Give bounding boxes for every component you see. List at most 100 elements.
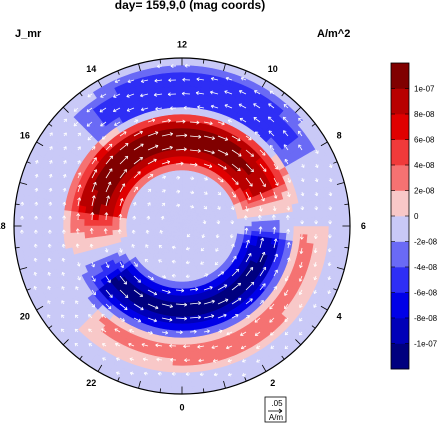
field-cell [104,220,113,227]
field-cell [320,206,330,218]
mlt-tick [159,388,162,393]
colorbar-segment [391,114,409,140]
field-cell [171,295,178,304]
vector-scale-value: .05 [271,399,283,408]
field-cell [160,378,173,387]
field-cell [181,365,192,374]
field-cell [181,155,187,164]
vector-scale-key: .05 A/m [264,396,287,423]
colorbar: 1e-07 8e-08 6e-08 4e-08 2e-08 0 -2e-08 -4e-08 -6… [390,62,438,370]
field-cell [181,337,191,346]
field-cell [191,371,203,380]
field-cell [181,351,192,360]
field-cell [251,230,260,237]
field-cell [171,379,183,388]
current-vector [175,121,186,123]
mlt-tick [202,59,205,64]
field-cell [178,267,183,276]
colorbar-tick-label: -8e-08 [414,314,438,323]
field-cell [181,323,190,332]
field-cell [173,337,183,346]
field-cell [278,211,288,220]
colorbar-segment [391,267,409,293]
field-cell [139,222,148,227]
mlt-label: 20 [20,312,30,322]
field-cell [193,128,202,138]
field-cell [191,65,204,74]
field-cell [21,204,30,217]
vector-scale-unit: A/m [269,413,284,422]
field-cell [176,141,183,150]
field-cell [181,386,194,394]
field-cell [181,302,188,311]
colorbar-segment [391,343,409,370]
field-cell [181,379,193,388]
field-cell [187,127,196,137]
field-cell [189,106,198,116]
field-cell [185,155,192,164]
field-cell [264,231,274,239]
field-cell [181,176,186,185]
field-cell [223,225,232,230]
field-cell [176,295,183,304]
field-cell [172,288,179,297]
field-cell [334,204,343,217]
field-cell [189,336,198,346]
colorbar-segment [391,292,409,319]
plot-title: day= 159,9,0 (mag coords) [114,0,266,12]
field-cell [189,343,199,353]
field-cell [320,234,330,246]
field-cell [334,235,343,248]
mlt-label: 16 [20,130,30,140]
field-cell [167,322,176,332]
colorbar-tick-label: 2e-08 [414,187,435,196]
mlt-tick [344,203,349,206]
field-cell [342,225,350,238]
colorbar-tick-label: -2e-08 [414,238,438,247]
field-cell [244,229,253,236]
field-cell [237,225,246,231]
field-cell [104,225,113,232]
field-cell [172,351,183,360]
field-cell [191,378,204,387]
field-cell [321,216,330,227]
field-cell [180,239,183,248]
colorbar-segment [391,318,409,344]
field-cell [271,231,281,240]
field-cell [321,225,330,236]
field-cell [90,219,99,227]
field-cell [83,219,92,227]
field-cell [175,127,183,136]
field-cell [278,232,288,241]
field-cell [188,322,197,332]
field-cell [181,190,185,199]
field-cell [41,207,51,218]
field-cell [111,221,120,227]
field-cell [55,233,65,243]
field-cell [169,308,177,318]
field-cell [167,120,176,130]
field-cell [251,225,260,232]
field-cell [166,336,175,346]
field-cell [181,330,190,339]
field-cell [69,225,78,234]
field-cell [171,71,183,80]
field-cell [14,225,22,238]
field-cell [181,71,193,80]
mlt-label: 14 [86,64,96,74]
mlt-tick [15,246,20,249]
field-cell [132,222,141,227]
colorbar-tick-label: -4e-08 [414,263,438,272]
colorbar-segment [391,165,409,191]
field-cell [190,357,201,367]
colorbar-tick-label: 0 [414,212,419,221]
field-cell [313,234,323,245]
field-cell [161,371,173,380]
field-cell [163,85,174,95]
field-cell [180,232,183,241]
field-cell [41,225,50,236]
mlt-label: 6 [361,221,366,231]
field-cell [251,220,260,227]
colorbar-tick-label: 1e-07 [414,85,435,94]
